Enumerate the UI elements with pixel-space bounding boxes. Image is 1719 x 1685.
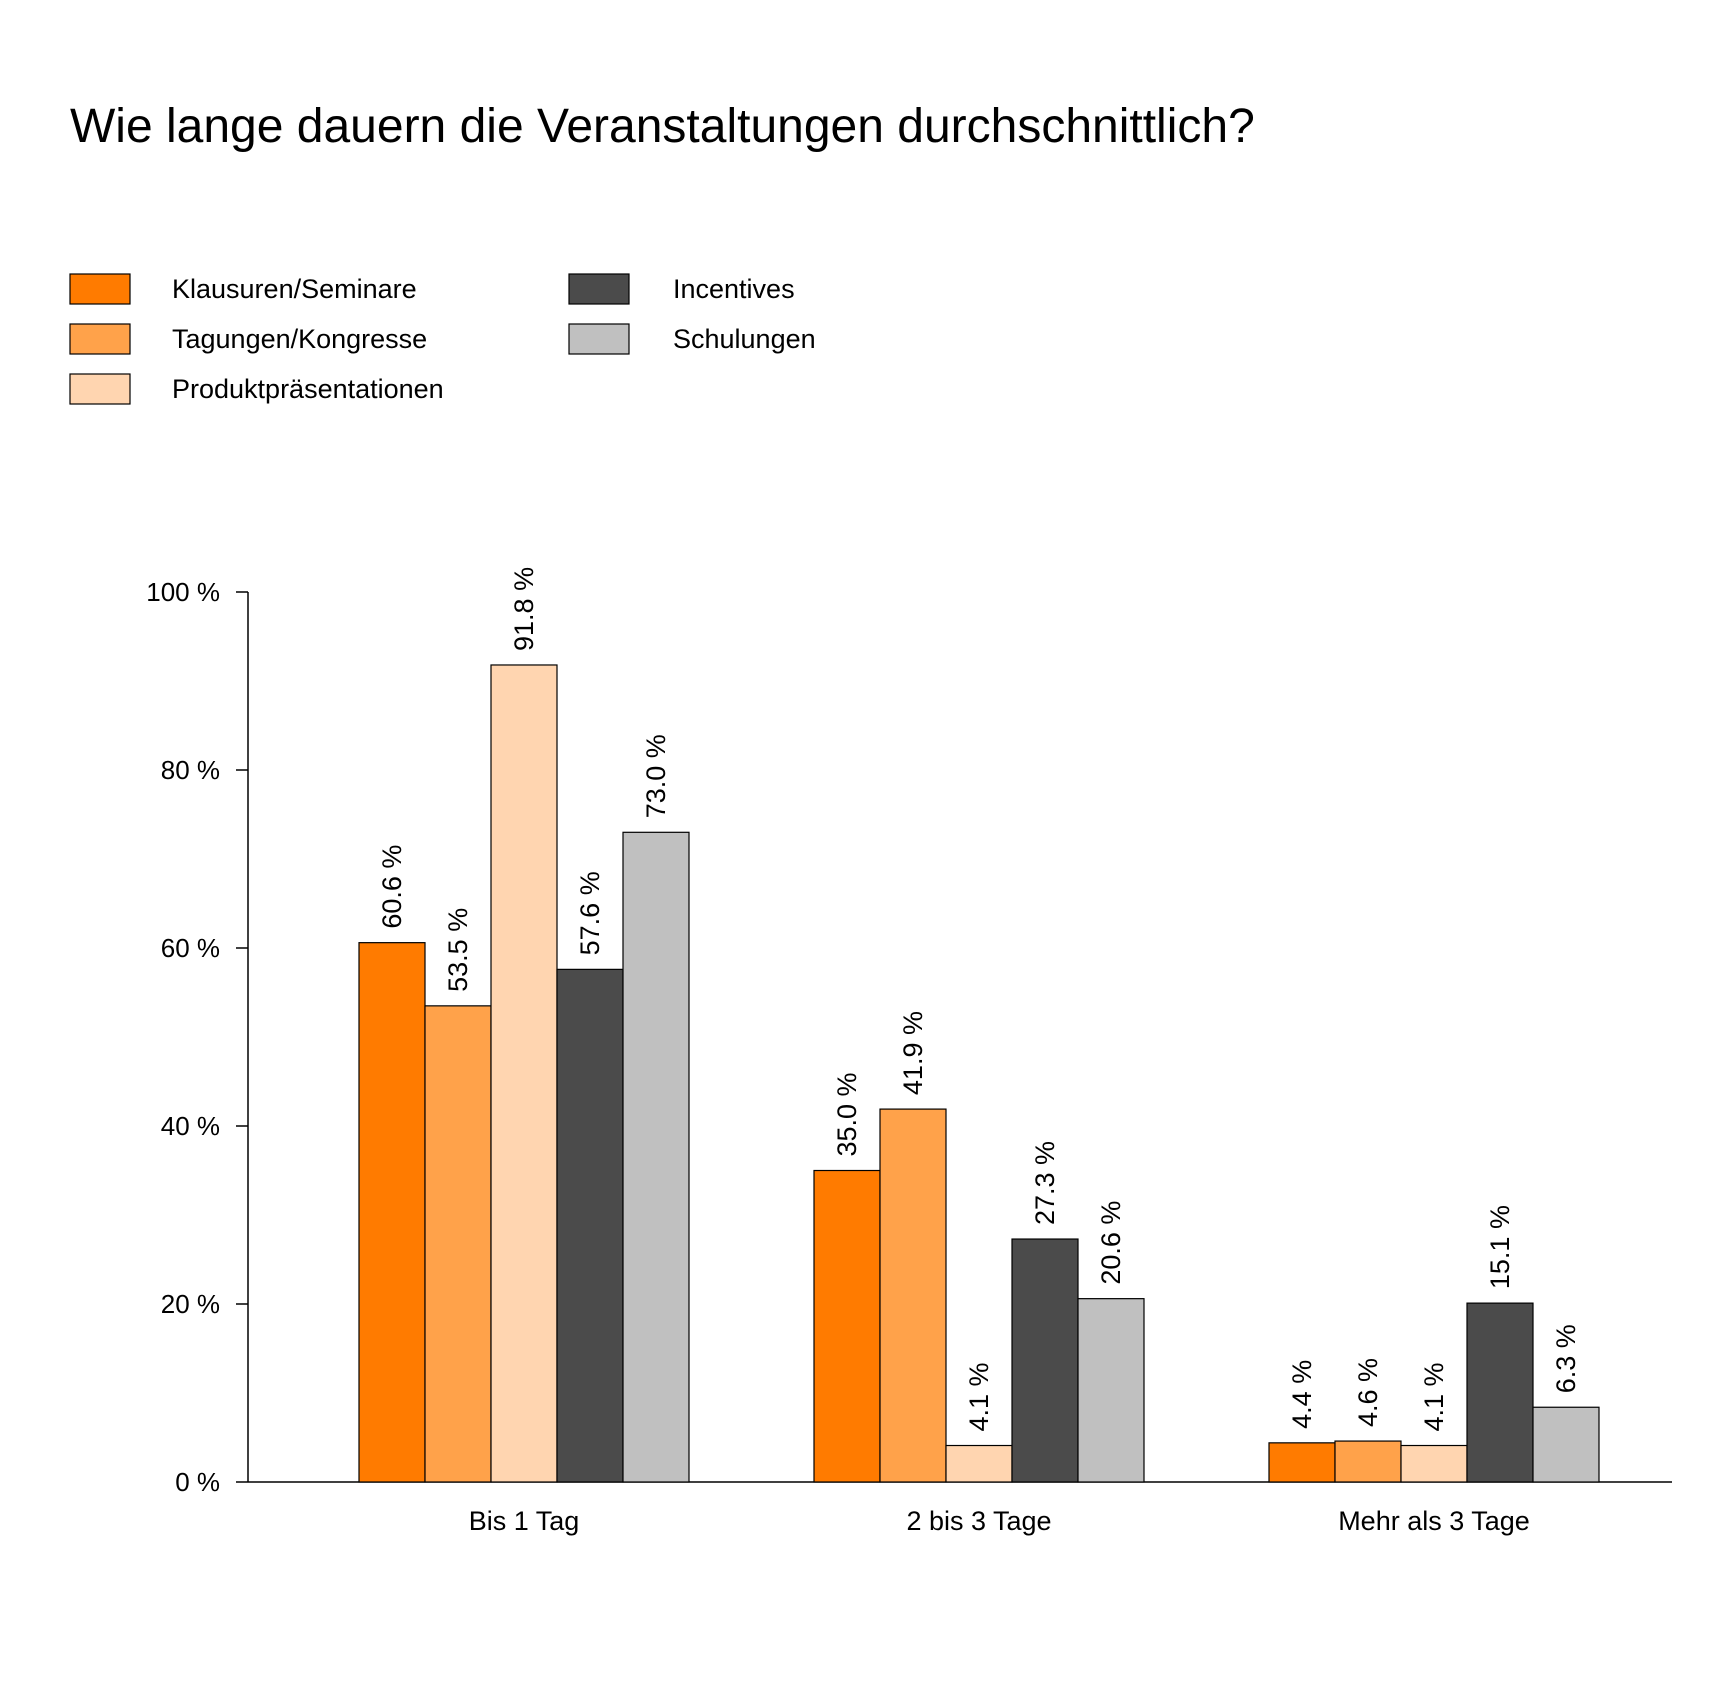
- x-axis: Bis 1 Tag 2 bis 3 Tage Mehr als 3 Tage: [248, 1481, 1672, 1536]
- legend: Klausuren/Seminare Tagungen/Kongresse Prod…: [69, 273, 816, 405]
- x-category-label: Mehr als 3 Tage: [1338, 1506, 1530, 1536]
- bar-value-label: 4.1 %: [964, 1362, 994, 1431]
- legend-label: Klausuren/Seminare: [172, 274, 417, 304]
- legend-swatch: [69, 323, 131, 355]
- bar-value-label: 4.6 %: [1353, 1358, 1383, 1427]
- value-labels: 60.6 % 53.5 % 91.8 % 57.6 % 73.0 % 35.0 % 41.9…: [377, 567, 1581, 1432]
- bars: [358, 664, 1600, 1483]
- bar-value-label: 6.3 %: [1551, 1324, 1581, 1393]
- y-tick-label: 80 %: [161, 755, 220, 785]
- legend-label: Tagungen/Kongresse: [172, 324, 427, 354]
- y-tick-label: 100 %: [146, 577, 220, 607]
- x-category-label: Bis 1 Tag: [469, 1506, 580, 1536]
- bar-value-label: 15.1 %: [1485, 1205, 1515, 1289]
- bar: [813, 1169, 881, 1483]
- legend-swatch: [69, 373, 131, 405]
- bar-value-label: 73.0 %: [641, 734, 671, 818]
- bar-value-label: 57.6 %: [575, 871, 605, 955]
- y-tick-label: 0 %: [175, 1467, 220, 1497]
- y-axis: 0 % 20 % 40 % 60 % 80 % 100 %: [146, 577, 249, 1497]
- bar-value-label: 35.0 %: [832, 1072, 862, 1156]
- bar: [1268, 1442, 1336, 1483]
- legend-label: Incentives: [673, 274, 795, 304]
- bar-value-label: 91.8 %: [509, 567, 539, 651]
- bar: [1466, 1302, 1534, 1483]
- bar: [490, 664, 558, 1483]
- bar: [556, 968, 624, 1483]
- legend-swatch: [69, 273, 131, 305]
- y-tick-label: 20 %: [161, 1289, 220, 1319]
- legend-label: Produktpräsentationen: [172, 374, 444, 404]
- bar: [424, 1005, 492, 1483]
- bar: [1532, 1406, 1600, 1483]
- bar: [1334, 1440, 1402, 1483]
- bar: [358, 942, 426, 1483]
- bar: [1077, 1298, 1145, 1483]
- legend-label: Schulungen: [673, 324, 816, 354]
- x-category-label: 2 bis 3 Tage: [906, 1506, 1051, 1536]
- bar: [1011, 1238, 1079, 1483]
- y-tick-label: 60 %: [161, 933, 220, 963]
- legend-swatch: [568, 323, 630, 355]
- bar-value-label: 53.5 %: [443, 908, 473, 992]
- bar: [879, 1108, 947, 1483]
- bar-value-label: 41.9 %: [898, 1011, 928, 1095]
- bar-value-label: 27.3 %: [1030, 1141, 1060, 1225]
- y-tick-label: 40 %: [161, 1111, 220, 1141]
- bar-value-label: 20.6 %: [1096, 1201, 1126, 1285]
- bar-value-label: 60.6 %: [377, 845, 407, 929]
- bar-value-label: 4.1 %: [1419, 1362, 1449, 1431]
- chart-title: Wie lange dauern die Veranstaltungen dur…: [70, 100, 1255, 153]
- legend-swatch: [568, 273, 630, 305]
- bar: [1400, 1444, 1468, 1483]
- bar: [622, 831, 690, 1483]
- bar: [945, 1444, 1013, 1483]
- bar-value-label: 4.4 %: [1287, 1360, 1317, 1429]
